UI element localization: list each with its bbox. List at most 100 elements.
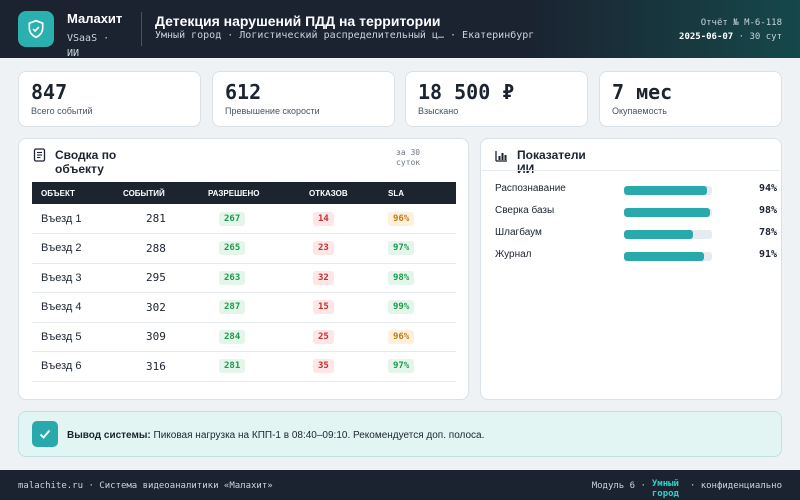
events-count: 302 [114,292,200,323]
app-header: Малахит VSaaS · ИИ Детекция нарушений ПД… [0,0,800,59]
sla-badge: 97% [388,359,415,374]
column-header: РАЗРЕШЕНО [200,182,300,204]
report-info: Отчёт № М-6-118 2025-06-07 · 30 сут [672,16,782,44]
table-row: Въезд 5 309 284 25 96% [32,322,456,352]
table-row: Въезд 3 295 263 32 98% [32,263,456,293]
sla-badge: 96% [388,211,415,226]
summary-panel: Сводка по объекту за 30 суток ОБЪЕКТ СОБ… [18,138,469,400]
denied-badge: 15 [313,300,334,315]
ai-metric-row: Сверка базы 98% [495,205,777,219]
ai-metric-fill [624,252,705,261]
object-name: Въезд 1 [32,204,114,234]
object-name: Въезд 4 [32,292,114,323]
column-header: ОБЪЕКТ [32,182,114,204]
ai-metric-name: Шлагбаум [495,227,542,238]
allowed-badge: 265 [219,241,246,256]
footer-accent: Умный город [651,479,679,499]
summary-table: ОБЪЕКТ СОБЫТИЙ РАЗРЕШЕНО ОТКАЗОВ SLA Въе… [32,182,456,382]
shield-check-icon [18,11,54,47]
object-name: Въезд 6 [32,351,114,382]
report-id: Отчёт № М-6-118 [700,18,782,28]
ai-metric-value: 98% [758,205,777,216]
denied-badge: 25 [313,329,334,344]
app-footer: malachite.ru · Система видеоаналитики «М… [0,470,800,500]
conclusion-text: Вывод системы: Пиковая нагрузка на КПП-1… [67,429,507,442]
allowed-badge: 281 [219,359,246,374]
brand-subtitle: VSaaS · ИИ [67,33,110,59]
breadcrumb: Умный город · Логистический распределите… [155,30,535,41]
ai-metric-fill [624,186,707,195]
ai-metric-row: Журнал 91% [495,249,777,263]
table-row: Въезд 4 302 287 15 99% [32,292,456,323]
kpi-label: Взыскано [418,106,459,116]
brand-name: Малахит [67,11,123,26]
header-divider [141,12,142,46]
ai-metric-name: Распознавание [495,183,566,194]
denied-badge: 14 [313,211,334,226]
check-icon [32,421,58,447]
ai-title: Показатели ИИ [517,148,586,176]
conclusion-body: Пиковая нагрузка на КПП-1 в 08:40–09:10.… [150,430,485,441]
column-header: СОБЫТИЙ [114,182,200,204]
column-header: ОТКАЗОВ [300,182,382,204]
object-name: Въезд 5 [32,322,114,352]
allowed-badge: 287 [219,300,246,315]
events-count: 309 [114,322,200,352]
ai-metric-row: Распознавание 94% [495,183,777,197]
ai-metric-name: Сверка базы [495,205,555,216]
kpi-value: 18 500 ₽ [418,80,515,104]
events-count: 281 [114,204,200,234]
allowed-badge: 267 [219,211,246,226]
report-date: 2025-06-07 [679,32,734,42]
footer-right: Модуль 6 · Умный город · конфиденциально [592,479,782,499]
table-row: Въезд 1 281 267 14 96% [32,204,456,234]
footer-module: Модуль 6 · [591,481,646,491]
ai-metric-value: 94% [758,183,777,194]
bar-chart-icon [495,149,508,167]
conclusion-label: Вывод системы: [67,430,151,441]
denied-badge: 23 [313,241,334,256]
kpi-label: Всего событий [31,106,93,116]
document-icon [33,148,46,167]
sla-badge: 97% [388,241,415,256]
panel-divider [482,170,780,171]
kpi-card-payback: 7 мес Окупаемость [599,71,782,127]
events-count: 295 [114,263,200,293]
page-title: Детекция нарушений ПДД на территории [155,13,441,29]
column-header: SLA [382,182,456,204]
kpi-value: 847 [31,80,68,104]
table-row: Въезд 2 288 265 23 97% [32,233,456,264]
table-header-row: ОБЪЕКТ СОБЫТИЙ РАЗРЕШЕНО ОТКАЗОВ SLA [32,182,456,204]
sla-badge: 98% [388,270,415,285]
events-count: 288 [114,233,200,264]
sla-badge: 96% [388,329,415,344]
report-period: · 30 сут [733,32,782,42]
object-name: Въезд 3 [32,263,114,293]
kpi-value: 7 мес [612,80,673,104]
kpi-value: 612 [225,80,262,104]
events-count: 316 [114,351,200,382]
system-conclusion: Вывод системы: Пиковая нагрузка на КПП-1… [18,411,782,457]
ai-metrics-panel: Показатели ИИ Распознавание 94% Сверка б… [480,138,782,400]
object-name: Въезд 2 [32,233,114,264]
denied-badge: 35 [313,359,334,374]
kpi-label: Окупаемость [612,106,667,116]
ai-metric-name: Журнал [495,249,532,260]
ai-metric-fill [624,230,693,239]
kpi-label: Превышение скорости [225,106,320,116]
ai-metric-fill [624,208,711,217]
allowed-badge: 284 [219,329,246,344]
kpi-card-speeding: 612 Превышение скорости [212,71,395,127]
ai-metric-row: Шлагбаум 78% [495,227,777,241]
ai-metric-bar [624,252,712,261]
sla-badge: 99% [388,300,415,315]
kpi-card-events: 847 Всего событий [18,71,201,127]
ai-metric-value: 91% [758,249,777,260]
ai-metric-bar [624,208,712,217]
allowed-badge: 263 [219,270,246,285]
kpi-card-collected: 18 500 ₽ Взыскано [405,71,588,127]
summary-period: за 30 суток [396,148,421,167]
ai-metric-value: 78% [758,227,777,238]
table-row: Въезд 6 316 281 35 97% [32,351,456,382]
ai-metric-bar [624,230,712,239]
